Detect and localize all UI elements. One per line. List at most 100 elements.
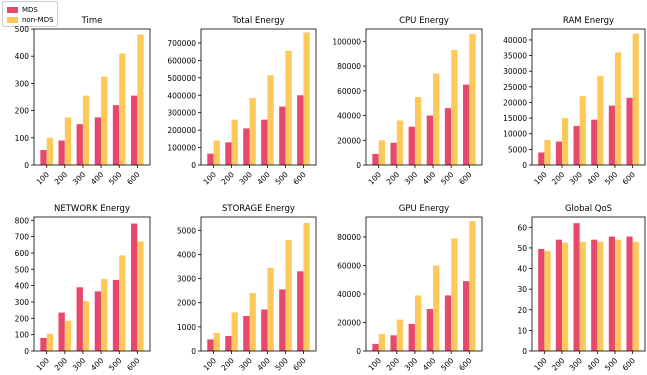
y-tick-label: 400000 bbox=[167, 91, 196, 100]
bar-mds bbox=[555, 239, 563, 351]
bar-mds bbox=[94, 117, 102, 165]
x-tick-label: 200 bbox=[550, 170, 567, 187]
bar-mds bbox=[390, 142, 397, 165]
y-tick-label: 5000 bbox=[177, 226, 196, 235]
bar-non-mds bbox=[396, 319, 404, 351]
x-tick-label: 300 bbox=[403, 356, 420, 373]
bar-mds bbox=[297, 271, 304, 351]
y-tick-label: 600 bbox=[15, 249, 30, 258]
x-tick-label: 400 bbox=[255, 170, 272, 187]
x-tick-label: 500 bbox=[107, 356, 124, 373]
axes-frame bbox=[200, 216, 317, 352]
bar-non-mds bbox=[213, 332, 220, 351]
bar-mds bbox=[591, 239, 598, 351]
bar-mds bbox=[573, 223, 580, 351]
bar-mds bbox=[538, 152, 545, 165]
bar-mds bbox=[591, 119, 598, 165]
y-tick-label: 25000 bbox=[503, 83, 527, 92]
y-tick-label: 80000 bbox=[337, 233, 361, 242]
y-tick-label: 50 bbox=[517, 244, 527, 253]
bar-non-mds bbox=[562, 242, 569, 351]
y-tick-label: 60000 bbox=[337, 261, 361, 270]
bar-non-mds bbox=[303, 32, 310, 165]
legend-label-mds: MDS bbox=[22, 6, 38, 14]
y-tick-label: 40000 bbox=[337, 290, 361, 299]
y-tick-label: 0 bbox=[191, 161, 196, 170]
x-tick-label: 400 bbox=[89, 356, 106, 373]
bar-non-mds bbox=[137, 34, 144, 165]
bar-mds bbox=[243, 315, 250, 351]
y-tick-label: 0 bbox=[191, 347, 196, 356]
y-tick-label: 10000 bbox=[503, 130, 527, 139]
bar-non-mds bbox=[101, 76, 108, 165]
bar-mds bbox=[58, 312, 65, 351]
bar-mds bbox=[408, 323, 415, 351]
bar-non-mds bbox=[562, 118, 569, 165]
y-tick-label: 100 bbox=[15, 134, 30, 143]
x-tick-label: 600 bbox=[125, 170, 142, 187]
bar-mds bbox=[390, 335, 397, 351]
bar-mds bbox=[608, 105, 615, 165]
y-tick-label: 300 bbox=[15, 298, 30, 307]
bar-non-mds bbox=[451, 50, 458, 165]
y-tick-label: 200 bbox=[15, 314, 30, 323]
bar-mds bbox=[608, 236, 615, 351]
axes-frame bbox=[365, 216, 483, 352]
x-tick-label: 100 bbox=[201, 356, 218, 373]
bar-non-mds bbox=[101, 279, 108, 351]
legend-entry-non-mds: non-MDS bbox=[7, 16, 54, 24]
bar-mds bbox=[538, 248, 545, 351]
x-tick-label: 400 bbox=[421, 356, 438, 373]
x-tick-label: 300 bbox=[237, 356, 254, 373]
bar-non-mds bbox=[82, 95, 90, 165]
y-tick-label: 500 bbox=[15, 25, 30, 34]
y-tick-label: 40 bbox=[517, 265, 527, 274]
bar-non-mds bbox=[46, 137, 54, 165]
x-tick-label: 200 bbox=[53, 356, 70, 373]
y-tick-label: 30 bbox=[517, 285, 527, 294]
bar-mds bbox=[225, 336, 232, 351]
legend-swatch-non-mds bbox=[7, 17, 18, 23]
bar-non-mds bbox=[469, 221, 476, 351]
x-tick-label: 300 bbox=[568, 170, 585, 187]
x-tick-label: 500 bbox=[439, 356, 456, 373]
subplot-title: Total Energy bbox=[231, 16, 284, 26]
bar-non-mds bbox=[433, 73, 440, 165]
axes-frame bbox=[531, 216, 646, 352]
y-tick-label: 200 bbox=[15, 107, 30, 116]
bar-non-mds bbox=[433, 265, 440, 351]
y-tick-label: 0 bbox=[356, 161, 361, 170]
subplot-title: RAM Energy bbox=[563, 16, 614, 26]
x-tick-label: 600 bbox=[621, 170, 638, 187]
bar-non-mds bbox=[396, 120, 404, 165]
x-tick-label: 300 bbox=[71, 170, 88, 187]
y-tick-label: 800 bbox=[15, 216, 30, 225]
legend-label-non-mds: non-MDS bbox=[22, 16, 54, 24]
bar-non-mds bbox=[579, 96, 586, 165]
bar-mds bbox=[372, 153, 379, 165]
y-tick-label: 500 bbox=[15, 265, 30, 274]
x-tick-label: 300 bbox=[568, 356, 585, 373]
legend: MDS non-MDS bbox=[2, 1, 58, 27]
bar-non-mds bbox=[231, 312, 238, 351]
bar-mds bbox=[444, 108, 452, 165]
axes-frame bbox=[33, 28, 151, 166]
y-tick-label: 60 bbox=[517, 223, 527, 232]
bar-mds bbox=[426, 308, 434, 351]
bar-mds bbox=[297, 95, 304, 165]
bar-non-mds bbox=[579, 241, 586, 351]
bar-mds bbox=[426, 115, 434, 165]
bar-non-mds bbox=[632, 33, 639, 166]
x-tick-label: 100 bbox=[35, 356, 52, 373]
y-tick-label: 20000 bbox=[337, 136, 361, 145]
subplot-title: NETWORK Energy bbox=[54, 204, 130, 214]
bar-non-mds bbox=[378, 333, 386, 351]
bar-mds bbox=[573, 125, 580, 165]
bar-non-mds bbox=[119, 255, 126, 351]
x-tick-label: 600 bbox=[457, 356, 474, 373]
bar-mds bbox=[130, 95, 138, 165]
x-tick-label: 600 bbox=[291, 356, 308, 373]
x-tick-label: 400 bbox=[585, 170, 602, 187]
bar-mds bbox=[462, 281, 470, 351]
bar-mds bbox=[94, 291, 102, 351]
